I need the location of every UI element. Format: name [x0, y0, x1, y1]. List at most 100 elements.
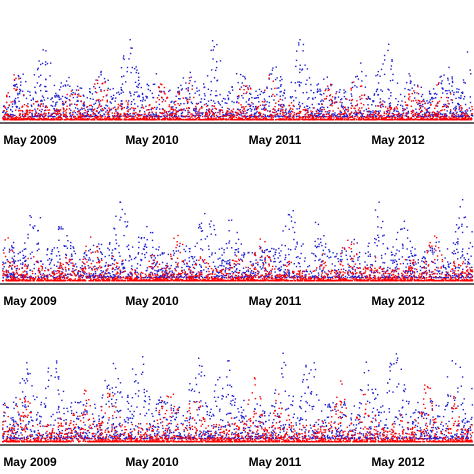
point	[48, 113, 50, 115]
point	[268, 78, 270, 80]
point	[8, 104, 10, 106]
point	[422, 119, 424, 121]
point	[221, 115, 223, 117]
point	[58, 226, 60, 228]
point	[305, 118, 308, 121]
point	[293, 105, 295, 107]
point	[448, 119, 450, 121]
point	[356, 114, 358, 116]
point	[77, 273, 79, 276]
point	[188, 118, 190, 121]
point	[289, 118, 292, 120]
point	[161, 118, 163, 121]
point	[140, 119, 142, 121]
point	[297, 81, 299, 83]
point	[306, 105, 309, 107]
point	[76, 96, 78, 98]
point	[20, 81, 22, 83]
point	[420, 95, 423, 98]
point	[121, 118, 123, 121]
point	[19, 117, 21, 119]
point	[359, 111, 362, 113]
point	[316, 110, 318, 112]
point	[431, 112, 433, 114]
point	[262, 113, 265, 115]
point	[419, 104, 422, 107]
point	[241, 259, 243, 261]
point	[262, 115, 265, 118]
point	[422, 116, 424, 118]
point	[242, 267, 245, 269]
point	[199, 118, 201, 120]
point	[155, 114, 157, 116]
point	[367, 96, 370, 98]
point	[251, 270, 253, 272]
point	[129, 92, 132, 95]
point	[392, 262, 394, 264]
point	[468, 247, 470, 250]
point	[444, 116, 447, 118]
point	[100, 105, 102, 108]
point	[244, 76, 246, 78]
point	[98, 104, 100, 106]
point	[272, 80, 274, 82]
point	[99, 117, 101, 120]
point	[459, 110, 461, 112]
point	[407, 116, 409, 119]
point	[76, 85, 79, 88]
point	[157, 116, 160, 118]
point	[266, 248, 268, 251]
point	[41, 100, 43, 102]
point	[116, 116, 118, 118]
point	[18, 109, 20, 111]
point	[41, 113, 43, 115]
point	[114, 114, 116, 117]
point	[457, 103, 460, 105]
point	[412, 114, 414, 116]
point	[196, 114, 198, 116]
point	[283, 112, 285, 114]
point	[131, 265, 133, 267]
point	[231, 119, 234, 121]
point	[274, 87, 276, 90]
point	[200, 107, 202, 109]
point	[334, 265, 336, 267]
point	[329, 115, 331, 117]
point	[364, 86, 367, 88]
point	[311, 97, 314, 99]
point	[438, 111, 440, 113]
point	[223, 265, 225, 267]
point	[461, 92, 463, 94]
point	[144, 276, 147, 278]
point	[279, 104, 281, 106]
point	[451, 90, 454, 92]
point	[451, 252, 453, 254]
point	[59, 258, 61, 260]
point	[298, 44, 300, 46]
point	[338, 118, 341, 121]
point	[223, 251, 225, 254]
point	[89, 91, 91, 93]
point	[215, 108, 217, 110]
point	[422, 105, 424, 108]
point	[300, 116, 302, 118]
point	[367, 251, 369, 253]
point	[166, 115, 168, 117]
point	[221, 109, 223, 111]
point	[62, 102, 65, 104]
point	[439, 118, 441, 121]
point	[350, 111, 353, 113]
point	[459, 114, 461, 117]
point	[186, 101, 189, 103]
point	[254, 266, 256, 269]
point	[139, 109, 141, 112]
point	[451, 119, 453, 121]
point	[292, 272, 295, 275]
point	[378, 240, 380, 242]
point	[446, 92, 448, 95]
point	[284, 256, 287, 259]
point	[295, 114, 298, 116]
point	[343, 119, 345, 121]
point	[213, 115, 216, 117]
point	[18, 107, 21, 109]
